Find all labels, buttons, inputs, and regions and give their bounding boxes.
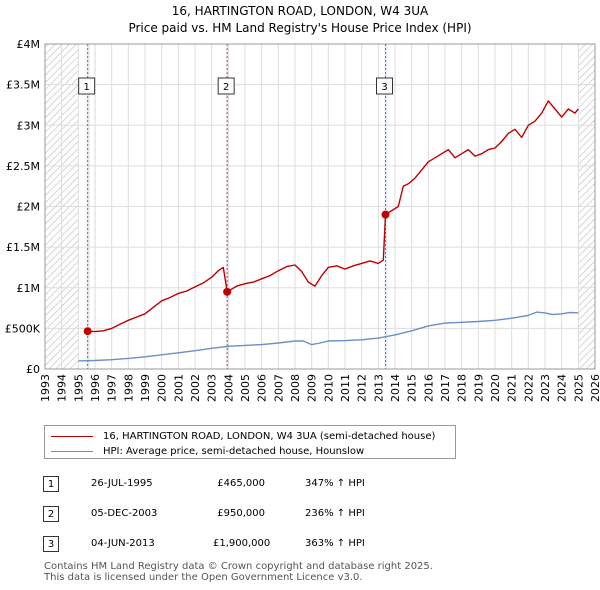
x-tick-label: 1998: [122, 374, 135, 402]
sale-date: 05-DEC-2003: [91, 508, 158, 519]
x-tick-label: 2002: [189, 374, 202, 402]
x-tick-label: 2020: [489, 374, 502, 402]
y-tick-label: £1M: [17, 282, 41, 295]
sale-marker-label: 3: [381, 82, 387, 93]
sale-row: 3 04-JUN-2013 £1,900,000 363% ↑ HPI: [43, 536, 423, 554]
sale-marker-box: [376, 77, 393, 95]
x-tick-label: 2016: [422, 374, 435, 402]
x-tick-label: 2012: [356, 374, 369, 402]
x-tick-label: 2008: [289, 374, 302, 402]
x-tick-label: 1994: [56, 374, 69, 402]
x-tick-label: 1995: [72, 374, 85, 402]
x-tick-label: 2003: [206, 374, 219, 402]
x-tick-label: 2004: [222, 374, 235, 402]
x-tick-label: 2019: [472, 374, 485, 402]
sale-point: [381, 210, 390, 219]
x-tick-label: 2025: [572, 374, 585, 402]
sale-price: £950,000: [217, 508, 265, 519]
sale-point: [83, 327, 92, 336]
x-tick-label: 2006: [256, 374, 269, 402]
x-tick-label: 2026: [589, 374, 600, 402]
x-tick-label: 2011: [339, 374, 352, 402]
x-tick-label: 2010: [322, 374, 335, 402]
chart-legend: 16, HARTINGTON ROAD, LONDON, W4 3UA (sem…: [44, 425, 456, 459]
x-tick-label: 2005: [239, 374, 252, 402]
x-tick-label: 2021: [506, 374, 519, 402]
sale-number-badge: 1: [43, 476, 59, 492]
legend-label-hpi: HPI: Average price, semi-detached house,…: [103, 445, 365, 457]
price-chart: 16, HARTINGTON ROAD, LONDON, W4 3UA Pric…: [5, 4, 600, 402]
x-tick-label: 2009: [306, 374, 319, 402]
x-tick-label: 1999: [139, 374, 152, 402]
series-line-hpi: [78, 311, 579, 362]
y-tick-label: £0: [26, 363, 40, 376]
y-tick-label: £500K: [5, 322, 41, 335]
x-tick-label: 1997: [106, 374, 119, 402]
x-tick-label: 2014: [389, 374, 402, 402]
x-tick-label: 2017: [439, 374, 452, 402]
legend-item-property: 16, HARTINGTON ROAD, LONDON, W4 3UA (sem…: [51, 429, 435, 443]
x-tick-label: 2015: [406, 374, 419, 402]
x-tick-label: 1996: [89, 374, 102, 402]
sale-price: £1,900,000: [213, 538, 271, 549]
x-tick-label: 1993: [39, 374, 52, 402]
sale-date: 26-JUL-1995: [91, 478, 153, 489]
y-tick-label: £2.5M: [6, 160, 40, 173]
sale-marker-label: 2: [223, 82, 229, 93]
footer-line-copyright: Contains HM Land Registry data © Crown c…: [44, 561, 433, 572]
x-tick-label: 2007: [272, 374, 285, 402]
footer-line-licence: This data is licensed under the Open Gov…: [44, 572, 363, 583]
legend-label-property: 16, HARTINGTON ROAD, LONDON, W4 3UA (sem…: [103, 430, 436, 442]
legend-swatch-property: [51, 435, 93, 437]
sale-marker-box: [217, 77, 235, 95]
sale-date: 04-JUN-2013: [91, 538, 155, 549]
sale-row: 2 05-DEC-2003 £950,000 236% ↑ HPI: [43, 506, 423, 524]
x-tick-label: 2022: [522, 374, 535, 402]
y-tick-label: £3.5M: [6, 79, 40, 92]
legend-item-hpi: HPI: Average price, semi-detached house,…: [51, 444, 364, 458]
plot-frame: [44, 43, 596, 370]
sale-hpi-change: 347% ↑ HPI: [305, 478, 365, 489]
sale-hpi-change: 363% ↑ HPI: [305, 538, 365, 549]
y-tick-label: £3M: [17, 119, 41, 132]
series-line-property: [87, 100, 579, 333]
chart-title: 16, HARTINGTON ROAD, LONDON, W4 3UA: [172, 4, 429, 18]
x-tick-label: 2000: [156, 374, 169, 402]
x-tick-label: 2001: [172, 374, 185, 402]
sale-number-badge: 3: [43, 536, 59, 552]
legend-swatch-hpi: [51, 450, 93, 452]
y-tick-label: £4M: [17, 38, 41, 51]
sale-point: [223, 287, 232, 296]
sale-marker-box: [78, 77, 96, 95]
chart-subtitle: Price paid vs. HM Land Registry's House …: [128, 21, 471, 35]
x-tick-label: 2013: [372, 374, 385, 402]
y-tick-label: £2M: [17, 201, 41, 214]
sale-price: £465,000: [217, 478, 265, 489]
y-tick-label: £1.5M: [6, 241, 40, 254]
x-tick-label: 2018: [456, 374, 469, 402]
sale-row: 1 26-JUL-1995 £465,000 347% ↑ HPI: [43, 476, 423, 494]
sale-number-badge: 2: [43, 506, 59, 522]
footer-attribution: Contains HM Land Registry data © Crown c…: [44, 561, 433, 583]
sale-hpi-change: 236% ↑ HPI: [305, 508, 365, 519]
sale-marker-label: 1: [83, 82, 89, 93]
x-tick-label: 2023: [539, 374, 552, 402]
x-tick-label: 2024: [556, 374, 569, 402]
